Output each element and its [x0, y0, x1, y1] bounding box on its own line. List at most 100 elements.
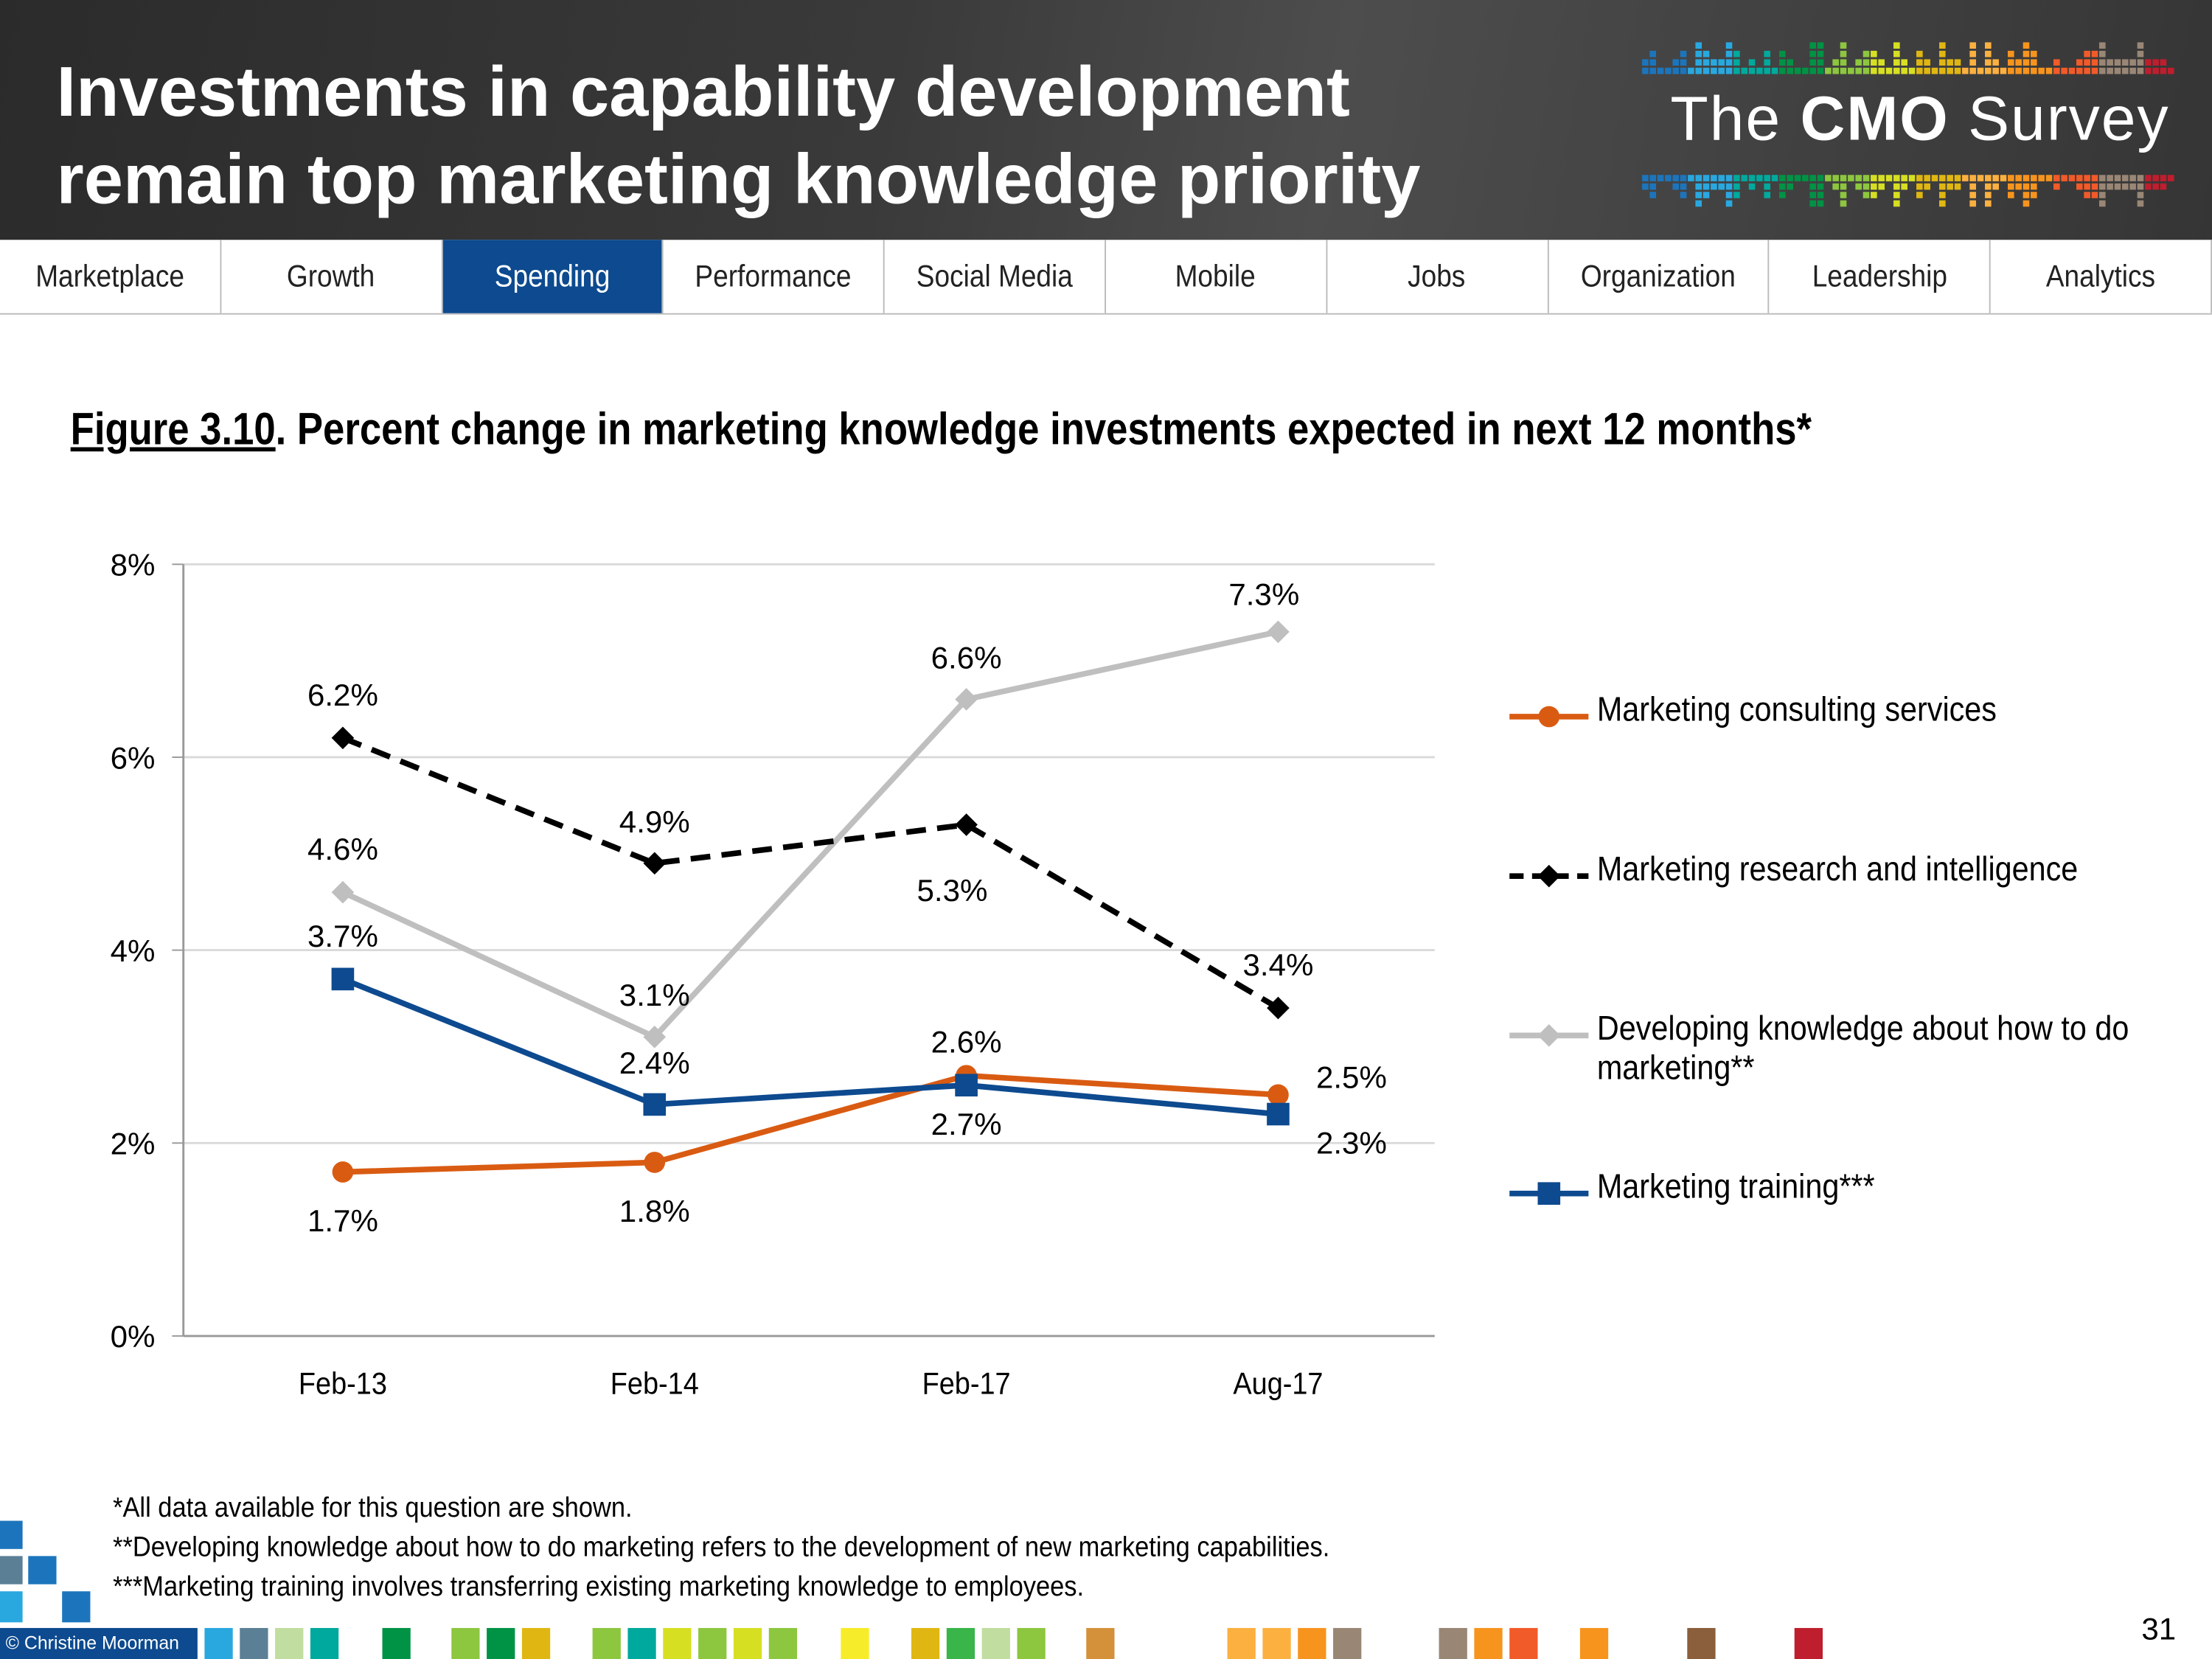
tab-organization[interactable]: Organization [1548, 240, 1770, 313]
page-number: 31 [2141, 1610, 2177, 1646]
tab-social-media[interactable]: Social Media [885, 240, 1106, 313]
x-tick-label: Feb-17 [922, 1367, 1011, 1401]
data-label: 5.3% [917, 873, 988, 908]
header: Investments in capability development re… [0, 0, 2212, 240]
data-label: 7.3% [1228, 577, 1299, 612]
y-tick-label: 4% [111, 933, 156, 968]
color-bar [1687, 1627, 1716, 1659]
legend-label: Developing knowledge about how to do mar… [1596, 1009, 2129, 1088]
title-line-2: remain top marketing knowledge priority [56, 139, 1421, 219]
data-label: 3.1% [619, 978, 690, 1012]
data-label: 1.8% [619, 1194, 690, 1228]
color-bar-strip [204, 1627, 1823, 1659]
data-point [331, 880, 355, 904]
tab-performance[interactable]: Performance [664, 240, 885, 313]
data-point [1537, 1024, 1561, 1047]
x-tick-label: Feb-14 [611, 1367, 699, 1401]
y-tick-label: 6% [111, 740, 156, 775]
legend-swatch-icon [1509, 1024, 1589, 1047]
tab-jobs[interactable]: Jobs [1327, 240, 1548, 313]
color-bar [1439, 1627, 1467, 1659]
tab-analytics[interactable]: Analytics [1991, 240, 2212, 313]
color-bar [1333, 1627, 1362, 1659]
copyright: © Christine Moorman [0, 1627, 198, 1659]
figure-title: Figure 3.10. Percent change in marketing… [70, 403, 1812, 455]
tab-label: Analytics [2045, 258, 2156, 293]
series-3: 3.7% 2.4% 2.6% 2.3% [307, 919, 1387, 1161]
tab-growth[interactable]: Growth [221, 240, 442, 313]
color-bar [1262, 1627, 1291, 1659]
color-bar [382, 1627, 411, 1659]
color-bar [1794, 1627, 1823, 1659]
tab-label: Mobile [1175, 258, 1256, 293]
tab-label: Social Media [917, 258, 1074, 293]
y-tick-label: 8% [111, 548, 156, 582]
footnote: **Developing knowledge about how to do m… [113, 1531, 1330, 1563]
y-tick-label: 0% [111, 1319, 156, 1354]
legend-item: Developing knowledge about how to do mar… [1506, 1010, 2189, 1089]
color-bar [768, 1627, 798, 1659]
data-point [1267, 1084, 1289, 1106]
tab-spending[interactable]: Spending [442, 240, 664, 313]
data-label: 3.7% [307, 919, 378, 953]
legend-swatch-icon [1509, 864, 1589, 888]
legend-label: Marketing training*** [1596, 1168, 1875, 1206]
legend-item: Marketing consulting services [1506, 692, 2189, 737]
data-point [331, 967, 355, 991]
data-label: 2.3% [1316, 1126, 1387, 1161]
color-bar [1086, 1627, 1115, 1659]
tab-label: Organization [1581, 258, 1736, 293]
color-bar [663, 1627, 692, 1659]
color-bar [240, 1627, 268, 1659]
tab-label: Growth [287, 258, 375, 293]
data-point [332, 1161, 354, 1183]
data-label: 3.4% [1242, 947, 1313, 982]
data-label: 4.9% [619, 804, 690, 839]
data-point [1537, 1182, 1561, 1205]
color-bar [981, 1627, 1010, 1659]
data-label: 2.5% [1316, 1060, 1387, 1094]
legend-swatch-icon [1509, 706, 1589, 728]
series-line [341, 735, 1280, 1011]
pixel-pattern-graphic [1642, 42, 2174, 207]
series-0: 1.7% 1.8% 2.7% 2.5% [307, 1060, 1387, 1238]
color-bar [911, 1627, 940, 1659]
series-2: 4.6% 3.1% 6.6% 7.3% [307, 577, 1299, 1048]
footnotes: *All data available for this question ar… [113, 1489, 1329, 1607]
tab-label: Leadership [1812, 258, 1947, 293]
color-bar [1579, 1627, 1609, 1659]
footer: © Christine Moorman [0, 1625, 2212, 1659]
data-point [1537, 864, 1561, 888]
color-bar [841, 1627, 869, 1659]
data-point [643, 852, 667, 875]
section-nav: Marketplace Growth Spending Performance Soci… [0, 240, 2212, 315]
tab-label: Spending [494, 258, 611, 293]
data-label: 2.7% [931, 1107, 1002, 1141]
tab-label: Performance [695, 258, 852, 293]
legend-label: Marketing consulting services [1596, 691, 1997, 730]
tab-marketplace[interactable]: Marketplace [0, 240, 221, 313]
color-bar [1298, 1627, 1326, 1659]
slide-title: Investments in capability development re… [57, 48, 1421, 223]
legend-item: Marketing training*** [1506, 1168, 2189, 1213]
color-bar [627, 1627, 656, 1659]
color-bar [1017, 1627, 1046, 1659]
series-line [341, 629, 1279, 1040]
legend-swatch-icon [1509, 1182, 1589, 1205]
data-label: 6.6% [931, 640, 1002, 675]
x-tick-label: Feb-13 [299, 1367, 387, 1401]
legend-label: Marketing research and intelligence [1596, 850, 2079, 889]
color-bar [204, 1627, 233, 1659]
series-1: 6.2% 4.9% 5.3% 3.4% [307, 678, 1313, 1020]
tab-mobile[interactable]: Mobile [1106, 240, 1327, 313]
color-bar [521, 1627, 551, 1659]
legend-item: Marketing research and intelligence [1506, 851, 2189, 896]
data-point [331, 726, 355, 750]
color-bar [487, 1627, 515, 1659]
tab-leadership[interactable]: Leadership [1770, 240, 1991, 313]
color-bar [275, 1627, 304, 1659]
color-bar [733, 1627, 762, 1659]
footnote: *All data available for this question ar… [113, 1492, 633, 1524]
data-label: 1.7% [307, 1203, 378, 1238]
data-point [1538, 706, 1560, 728]
